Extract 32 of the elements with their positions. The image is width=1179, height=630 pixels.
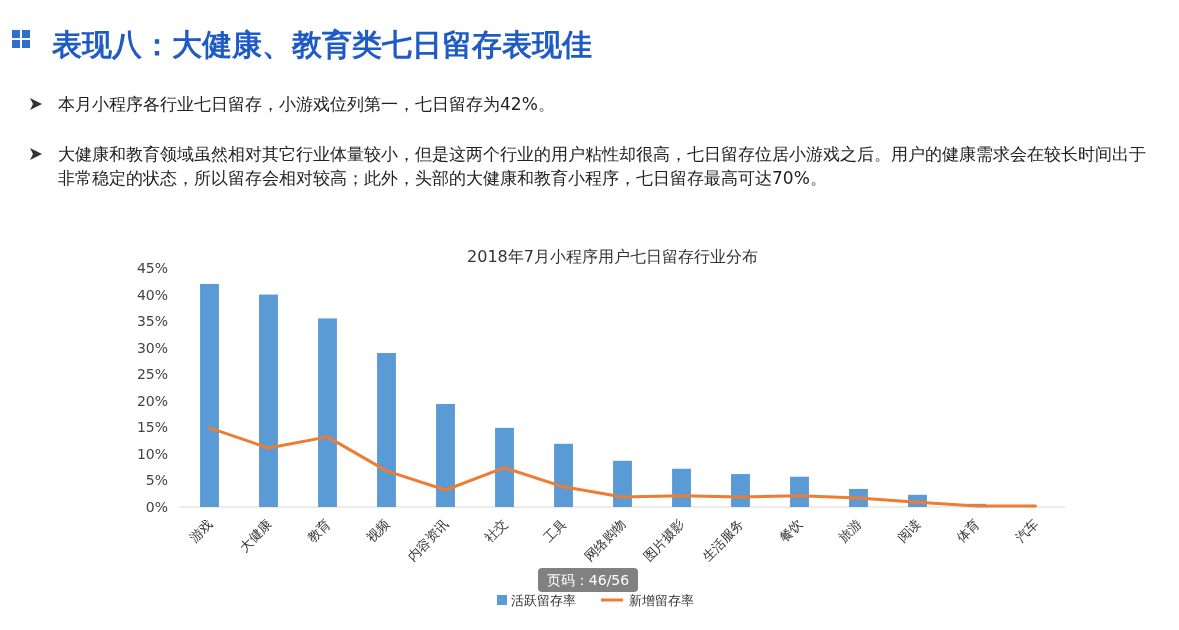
- y-tick-label: 35%: [136, 313, 168, 330]
- y-tick-label: 30%: [136, 339, 168, 356]
- chart-title: 表现八：大健康、教育类七日留存表现佳: [51, 27, 592, 62]
- x-tick-label: 社交: [481, 516, 511, 546]
- x-tick-label: 生活服务: [699, 516, 747, 564]
- x-tick-label: 网络购物: [581, 516, 629, 564]
- x-tick-label: 旅游: [835, 516, 865, 546]
- x-tick-label: 阅读: [894, 516, 924, 546]
- text: 页码：46/56: [546, 572, 630, 588]
- x-tick-label: 工具: [540, 516, 570, 546]
- y-tick-label: 0%: [145, 499, 168, 515]
- y-tick-label: 40%: [136, 286, 168, 303]
- y-tick-label: 25%: [136, 366, 168, 383]
- x-tick-label: 教育: [304, 516, 334, 546]
- text: 本月小程序各行业七日留存，小游戏位列第一，七日留存为42%。: [58, 94, 555, 114]
- text: 大健康和教育领域虽然相对其它行业体量较小，但是这两个行业的用户粘性却很高，七日留存位居小游戏之后。用户的健康需求会在较长时间出于非常稳定的状态，所以留存会相对较高；此外，头部的大健康和教育小程序，七日留存最高可达70%。: [58, 144, 1146, 188]
- y-tick-label: 15%: [136, 419, 168, 436]
- x-tick-label: 游戏: [186, 516, 216, 546]
- x-tick-label: 图片摄影: [640, 516, 688, 564]
- y-tick-label: 10%: [136, 445, 168, 462]
- y-tick-label: 45%: [136, 260, 168, 276]
- x-tick-label: 餐饮: [776, 516, 806, 546]
- x-tick-label: 大健康: [236, 516, 275, 555]
- y-tick-label: 5%: [145, 472, 168, 489]
- legend-label: 新增留存率: [629, 593, 694, 608]
- x-tick-label: 体育: [953, 516, 983, 546]
- legend-label: 活跃留存率: [511, 593, 576, 608]
- y-tick-label: 20%: [136, 392, 168, 409]
- x-tick-label: 汽车: [1012, 516, 1042, 546]
- chart-subtitle: 2018年7月小程序用户七日留存行业分布: [467, 247, 758, 266]
- x-tick-label: 视频: [363, 516, 393, 546]
- x-tick-label: 内容资讯: [404, 516, 452, 564]
